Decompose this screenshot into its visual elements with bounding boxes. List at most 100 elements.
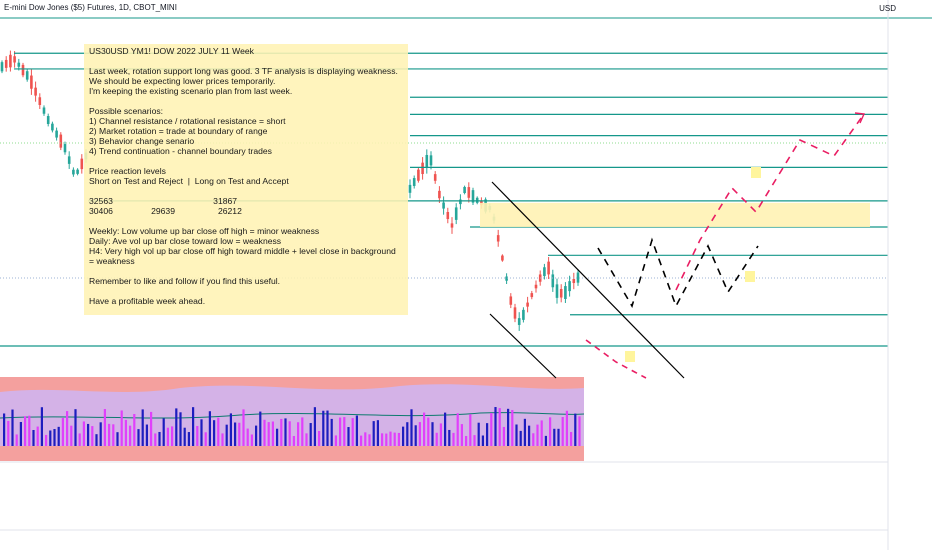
note-line: US30USD YM1! DOW 2022 JULY 11 Week <box>89 46 254 56</box>
analysis-note[interactable]: US30USD YM1! DOW 2022 JULY 11 Week Last w… <box>84 44 408 315</box>
volume-bar <box>360 435 363 446</box>
note-line <box>89 216 403 226</box>
volume-bar <box>502 426 505 446</box>
volume-bar <box>494 407 497 446</box>
candle <box>530 293 534 298</box>
candle <box>446 211 450 220</box>
volume-bar <box>578 416 581 446</box>
candle <box>496 235 500 242</box>
volume-bar <box>414 425 417 446</box>
volume-bar <box>95 434 98 446</box>
candle <box>522 309 525 320</box>
volume-bar <box>204 432 207 446</box>
volume-bar <box>292 435 295 446</box>
volume-bar <box>381 433 384 446</box>
candle <box>9 54 12 68</box>
volume-bar <box>53 429 56 446</box>
volume-bar <box>418 422 421 446</box>
channel-lower-line[interactable] <box>489 313 557 379</box>
scenario-path-2[interactable] <box>597 237 759 308</box>
candle <box>513 307 517 319</box>
volume-bar <box>158 431 161 446</box>
note-line: Have a profitable week ahead. <box>89 296 206 306</box>
volume-bar <box>330 418 333 446</box>
volume-bar <box>183 427 186 446</box>
scenario-path-4[interactable] <box>585 339 647 379</box>
candle <box>34 87 37 96</box>
volume-bar <box>549 417 552 446</box>
candle <box>564 286 567 300</box>
note-line: 1) Channel resistance / rotational resis… <box>89 116 286 126</box>
volume-bar <box>15 434 18 446</box>
volume-bar <box>187 432 190 446</box>
channel-upper-line[interactable] <box>491 181 685 379</box>
volume-bar <box>469 414 472 446</box>
candle <box>25 71 29 80</box>
note-line <box>89 96 403 106</box>
candle <box>4 59 8 68</box>
volume-bar <box>74 409 77 446</box>
volume-bar <box>280 418 283 446</box>
candle <box>425 154 429 169</box>
volume-bar <box>452 432 455 446</box>
volume-bar <box>175 408 178 446</box>
volume-bar <box>225 424 228 446</box>
volume-bar <box>238 422 241 446</box>
volume-bar <box>267 422 270 446</box>
note-line: 4) Trend continuation - channel boundary… <box>89 146 272 156</box>
volume-bar <box>490 413 493 446</box>
volume-bar <box>213 420 216 446</box>
volume-bar <box>3 413 6 446</box>
volume-bar <box>103 408 106 446</box>
volume-bar <box>393 432 396 446</box>
volume-bar <box>309 423 312 446</box>
volume-bar <box>11 409 14 446</box>
volume-bar <box>196 425 199 446</box>
volume-bar <box>234 422 237 446</box>
volume-bar <box>108 423 111 446</box>
volume-bar <box>376 420 379 446</box>
volume-bar <box>91 426 94 446</box>
volume-bar <box>523 418 526 446</box>
note-line: Short on Test and Reject | Long on Test … <box>89 176 289 186</box>
candle <box>509 296 513 305</box>
volume-bar <box>61 418 64 446</box>
note-line: = weakness <box>89 256 135 266</box>
volume-bar <box>284 418 287 446</box>
candle <box>572 278 576 284</box>
volume-bar <box>460 424 463 446</box>
note-line: 2) Market rotation = trade at boundary o… <box>89 126 268 136</box>
volume-bar <box>544 435 547 446</box>
volume-bar <box>318 430 321 446</box>
scenario-path-3[interactable] <box>675 113 865 291</box>
note-line: H4: Very high vol up bar close off high … <box>89 246 396 256</box>
candle <box>433 174 437 181</box>
volume-bar <box>217 417 220 446</box>
volume-bar <box>82 421 85 446</box>
volume-bar <box>313 407 316 446</box>
candle <box>51 123 54 131</box>
candle <box>55 130 58 138</box>
volume-bar <box>124 419 127 446</box>
price-candles <box>0 50 580 331</box>
volume-bar <box>276 428 279 446</box>
candle <box>526 302 529 307</box>
candle <box>438 190 441 199</box>
volume-bar <box>192 407 195 446</box>
volume-bar <box>229 413 232 446</box>
note-line: Weekly: Low volume up bar close off high… <box>89 226 320 236</box>
symbol-title[interactable]: E-mini Dow Jones ($5) Futures, 1D, CBOT_… <box>4 3 177 12</box>
volume-bar <box>141 409 144 446</box>
volume-bar <box>24 416 27 446</box>
volume-bar <box>536 424 539 446</box>
candle <box>555 284 559 298</box>
volume-bar <box>36 426 39 446</box>
test-area-zone[interactable] <box>480 202 870 227</box>
volume-bar <box>456 413 459 446</box>
volume-bar <box>246 428 249 446</box>
volume-bar <box>45 434 48 446</box>
volume-bar <box>334 435 337 446</box>
